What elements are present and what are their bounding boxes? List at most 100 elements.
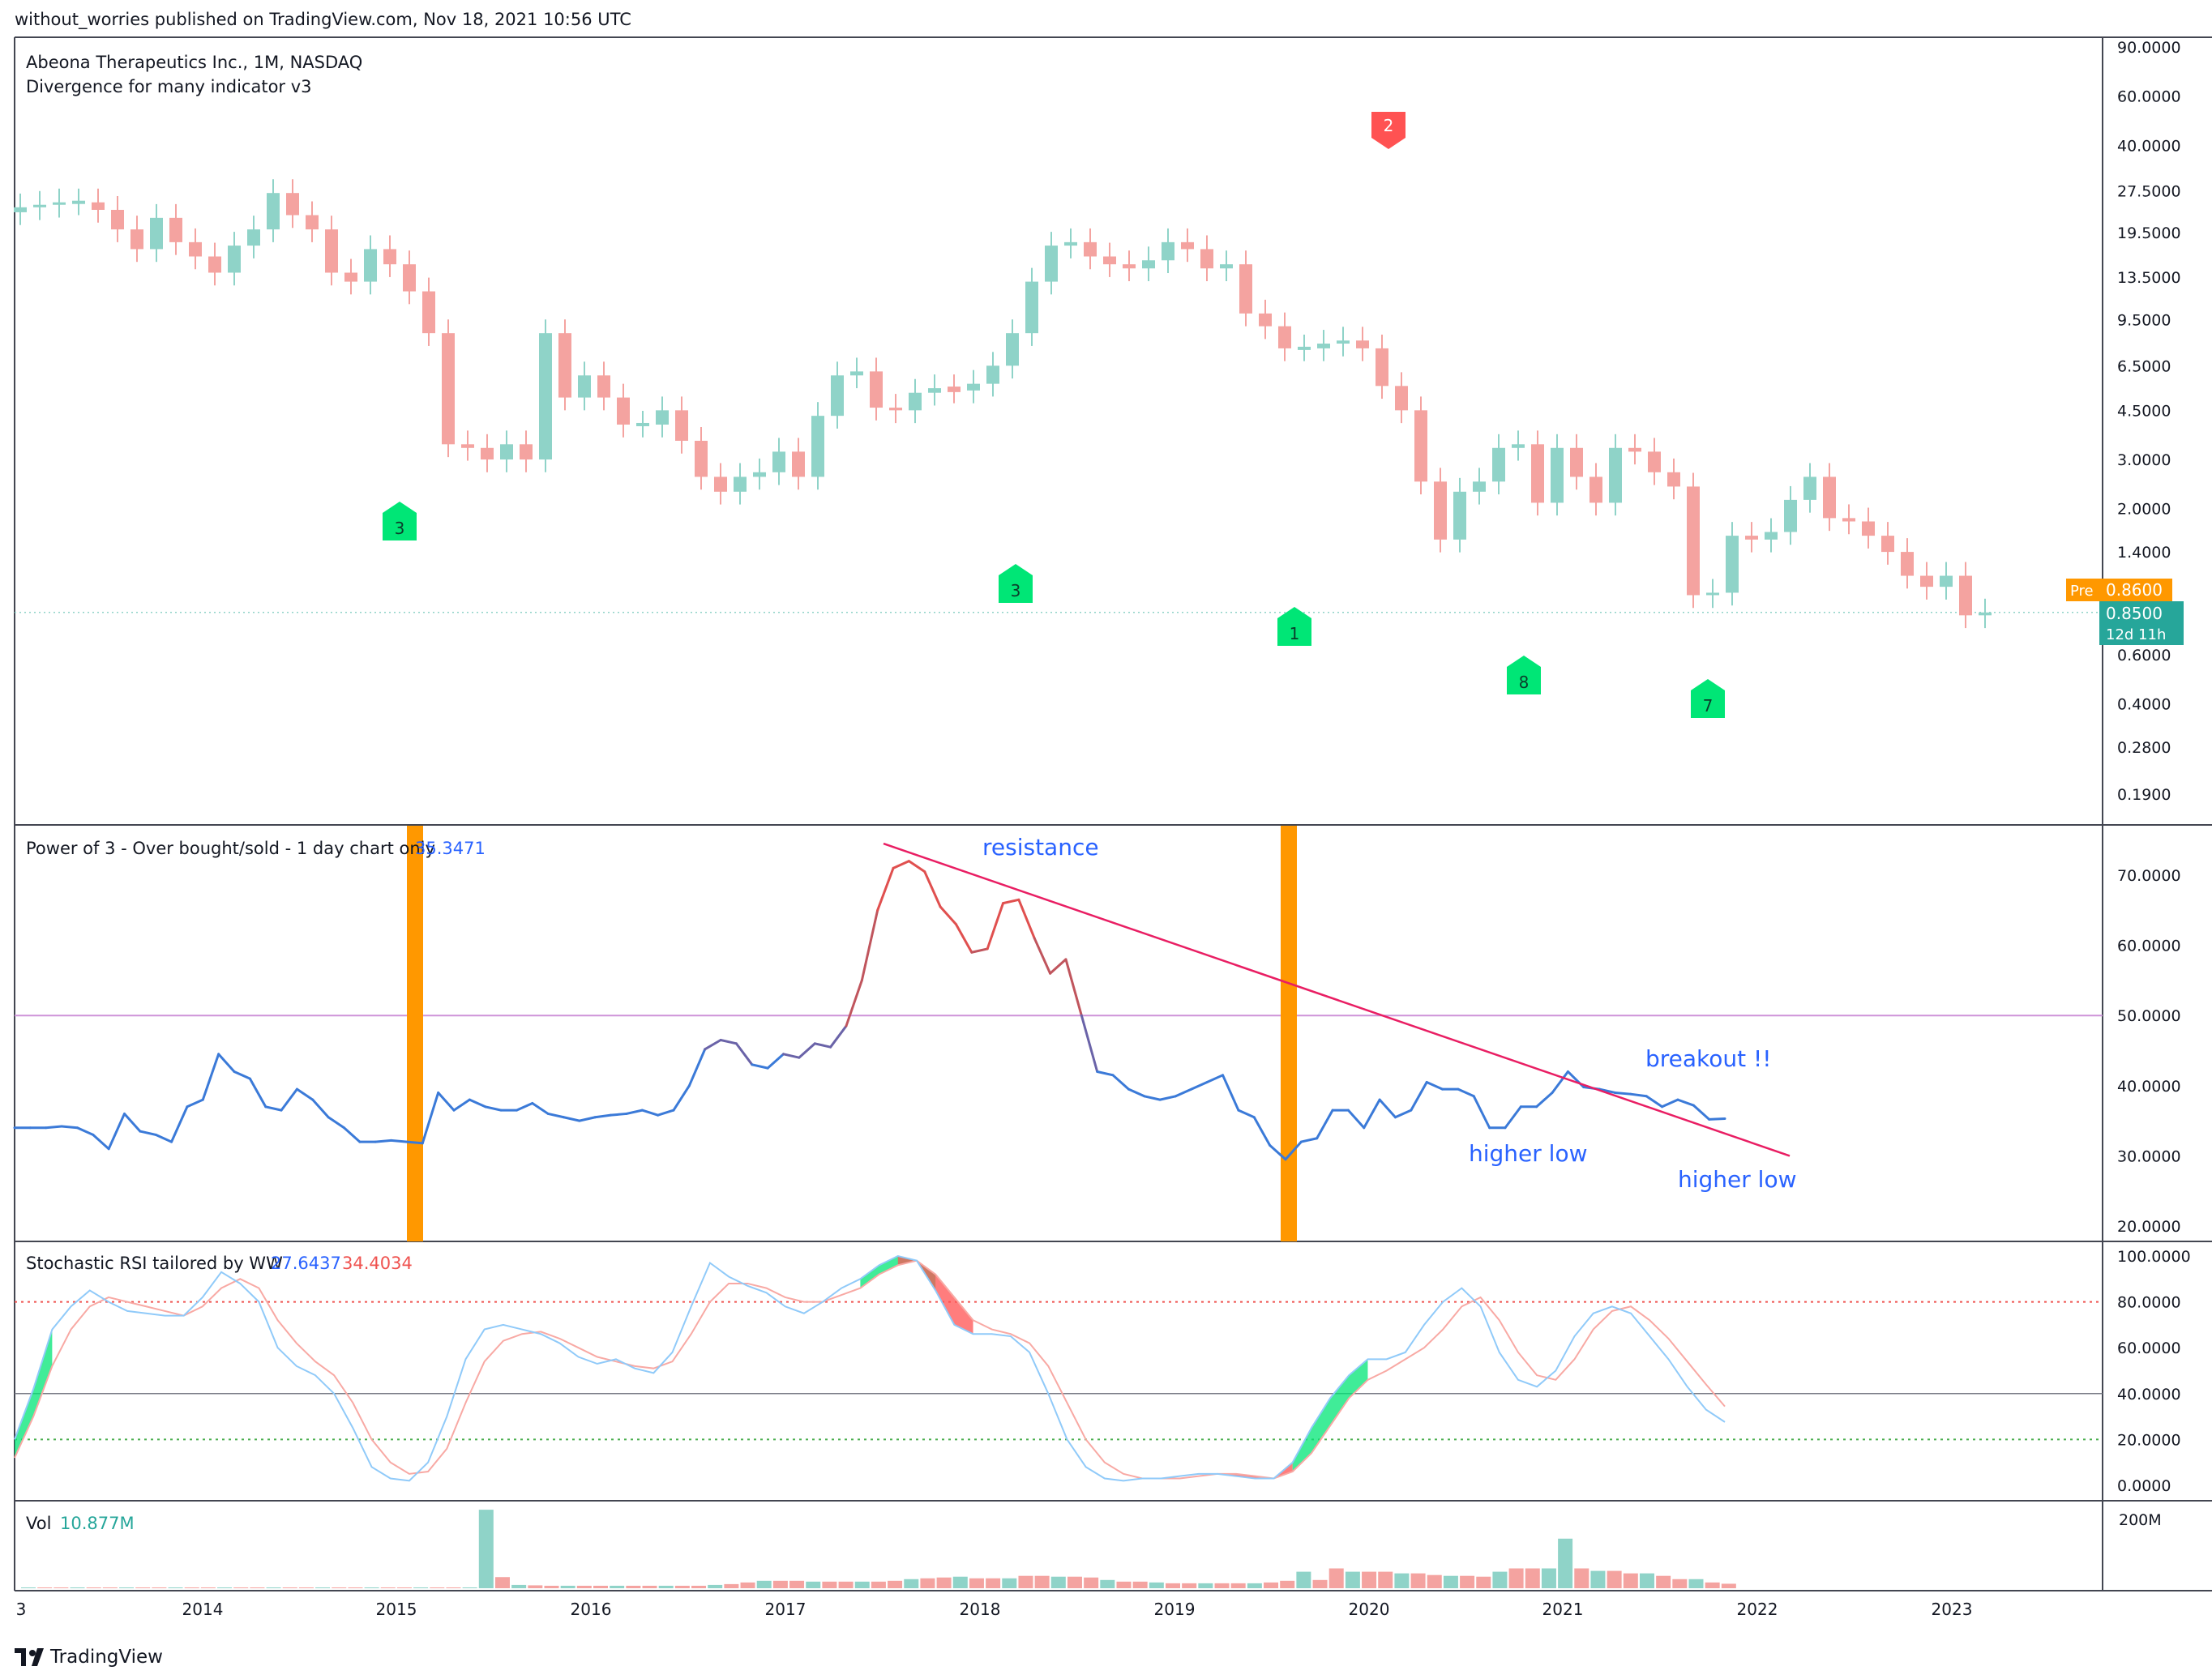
candle-body <box>1142 260 1155 269</box>
power-line-segment <box>437 1091 456 1112</box>
candle-body <box>1045 246 1058 282</box>
candle-body <box>753 472 766 477</box>
candle-body <box>422 291 435 334</box>
candle-body <box>33 204 46 207</box>
power-line-segment <box>1504 1105 1522 1130</box>
price-tick-label: 40.0000 <box>2117 137 2181 155</box>
candle-body <box>1103 256 1116 265</box>
volume-bar <box>1558 1538 1573 1588</box>
power-line-segment <box>515 1101 534 1112</box>
volume-bar <box>1394 1573 1410 1588</box>
price-pane: 3 3 2 1 8 7 <box>14 112 2103 718</box>
price-tick-label: 0.6000 <box>2117 647 2171 664</box>
stoch-pane <box>14 1254 2103 1482</box>
power-line-segment <box>593 1113 613 1119</box>
volume-bar <box>396 1587 412 1588</box>
candle-body <box>1648 451 1661 472</box>
volume-bar <box>1508 1568 1524 1588</box>
stoch-cross-fill <box>1292 1359 1368 1472</box>
stoch-tick-label: 60.0000 <box>2117 1339 2181 1357</box>
power-line-segment <box>139 1130 157 1136</box>
volume-bar <box>1623 1573 1638 1588</box>
signal-label: 3 <box>1011 581 1021 600</box>
last-price-badge <box>2099 601 2184 645</box>
candle-body <box>1784 499 1797 532</box>
volume-bar <box>152 1587 167 1588</box>
x-axis: 3 2014 2015 2016 2017 2018 2019 2020 2021 2022 202… <box>16 1600 1973 1619</box>
signal-arrow-up <box>383 502 417 540</box>
power-line-segment <box>1661 1098 1679 1109</box>
power-line-segment <box>1033 937 1052 975</box>
volume-bar <box>1460 1575 1475 1588</box>
power-line-segment <box>687 1048 707 1087</box>
x-tick-label: 2022 <box>1737 1600 1778 1619</box>
candle-body <box>1200 249 1213 269</box>
candle-body <box>656 410 669 425</box>
tradingview-logo[interactable]: TradingView <box>15 1647 163 1668</box>
volume-bar <box>478 1510 494 1588</box>
volume-bar <box>1002 1578 1017 1588</box>
signal-arrow-down <box>1371 112 1405 149</box>
candle-body <box>228 246 241 273</box>
signal-arrow-up <box>999 564 1033 603</box>
candle-body <box>461 444 474 448</box>
candle-body <box>383 249 396 265</box>
power-line-segment <box>186 1098 204 1109</box>
volume-bar <box>86 1587 101 1588</box>
volume-bar <box>593 1585 608 1588</box>
volume-bar <box>184 1587 199 1588</box>
candle-body <box>267 193 280 230</box>
power-tick-label: 20.0000 <box>2117 1218 2181 1236</box>
candle-body <box>286 193 299 216</box>
candle-body <box>928 388 941 393</box>
price-title: Abeona Therapeutics Inc., 1M, NASDAQ <box>26 53 362 72</box>
higher-low-annotation-2: higher low <box>1678 1166 1797 1193</box>
volume-bar <box>168 1587 183 1588</box>
x-tick-label: 2014 <box>182 1600 224 1619</box>
candle-body <box>831 375 844 417</box>
volume-bar <box>1198 1583 1213 1588</box>
tradingview-logo-icon <box>15 1648 26 1666</box>
candle-body <box>772 451 785 472</box>
candle-body <box>1084 241 1097 257</box>
volume-bar <box>740 1582 755 1588</box>
candle-body <box>92 202 105 210</box>
volume-bar <box>348 1587 363 1588</box>
signal-label: 2 <box>1384 116 1394 135</box>
candle-body <box>1901 552 1914 576</box>
candle-body <box>364 249 377 282</box>
candle-body <box>1609 447 1622 503</box>
candle-body <box>1414 410 1427 482</box>
volume-bar <box>560 1585 575 1588</box>
vol-value: 10.877M <box>60 1514 135 1533</box>
power-tick-label: 30.0000 <box>2117 1147 2181 1165</box>
power-line-segment <box>374 1139 393 1143</box>
signal-marker: 8 <box>1507 656 1541 694</box>
volume-bar <box>871 1581 886 1588</box>
volume-bar <box>986 1578 1001 1588</box>
volume-bar <box>1443 1575 1458 1588</box>
volume-bar <box>904 1579 919 1588</box>
volume-bar <box>691 1585 707 1588</box>
candle-body <box>870 371 883 408</box>
power-title: Power of 3 - Over bought/sold - 1 day ch… <box>26 839 435 858</box>
candle-body <box>948 387 961 392</box>
power-line-segment <box>343 1126 362 1143</box>
candle-body <box>1298 346 1311 350</box>
power-line-segment <box>452 1098 471 1112</box>
power-line-segment <box>1393 1109 1413 1119</box>
candle-body <box>1453 491 1466 540</box>
vol-axis-label: 200M <box>2119 1511 2162 1529</box>
candle-body <box>500 444 513 460</box>
volume-bar <box>838 1581 854 1588</box>
power-line-segment <box>640 1109 660 1117</box>
stoch-k-value: 27.6437 <box>271 1254 341 1273</box>
candle-body <box>325 229 338 273</box>
x-tick-label: 2020 <box>1349 1600 1390 1619</box>
candle-body <box>1239 264 1252 314</box>
volume-bar <box>1230 1583 1246 1588</box>
volume-bar <box>1132 1581 1148 1588</box>
vol-pane <box>21 1510 1736 1588</box>
power-line-segment <box>1096 1070 1115 1077</box>
stoch-title: Stochastic RSI tailored by WW <box>26 1254 283 1273</box>
